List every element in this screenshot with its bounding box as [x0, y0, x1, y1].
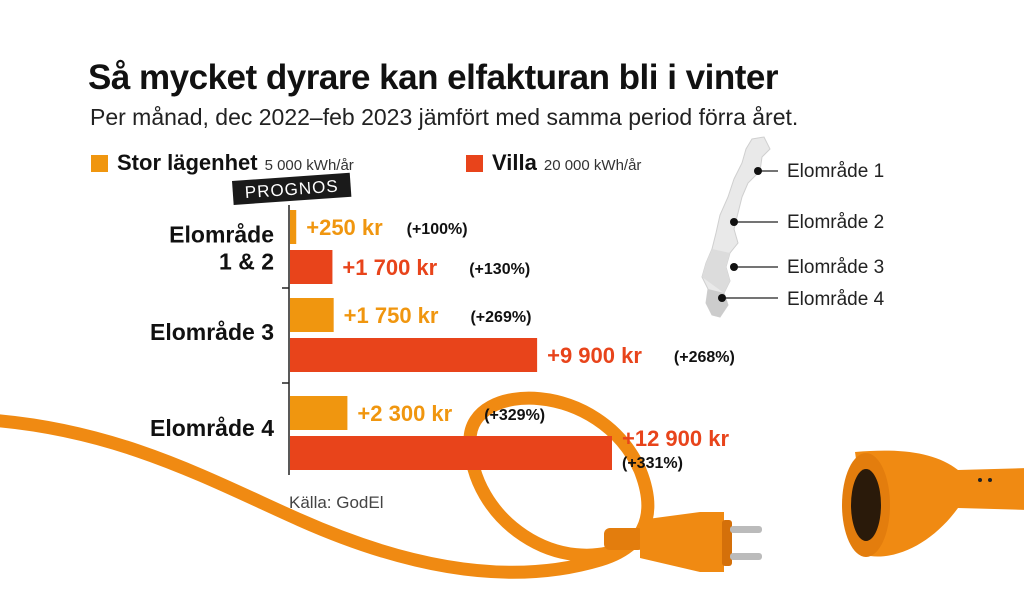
legend-swatch-apartment [91, 154, 108, 172]
prognos-tag-background [232, 172, 352, 205]
bar-villa [290, 436, 612, 470]
category-label: 1 & 2 [219, 249, 274, 275]
data-label: +2 300 kr [357, 401, 452, 426]
category-label: Elområde 3 [150, 319, 274, 345]
legend-note-apartment: 5 000 kWh/år [264, 157, 354, 174]
legend-item-apartment: Stor lägenhet 5 000 kWh/år [91, 150, 354, 176]
data-label: +250 kr [306, 215, 383, 240]
bar-apartment [290, 210, 297, 244]
power-socket-icon [842, 450, 1024, 557]
bar-apartment [290, 396, 348, 430]
data-percentage-label: (+329%) [484, 407, 545, 424]
map-marker-dot [718, 294, 726, 302]
map-label-area-1: Elområde 1 [787, 161, 885, 182]
map-label-area-3: Elområde 3 [787, 257, 885, 278]
legend-item-villa: Villa 20 000 kWh/år [466, 150, 641, 176]
prognos-tag: PROGNOS [232, 172, 352, 205]
data-label: +1 750 kr [344, 303, 439, 328]
data-percentage-label: (+268%) [674, 349, 735, 366]
data-percentage-label: (+269%) [470, 309, 531, 326]
legend-label-villa: Villa [492, 150, 537, 175]
data-label: +1 700 kr [342, 255, 437, 280]
legend-swatch-villa [466, 154, 483, 172]
map-marker-dot [754, 167, 762, 175]
data-percentage-label: (+130%) [469, 261, 530, 278]
data-percentage-label: (+100%) [407, 221, 468, 238]
data-label: +12 900 kr [622, 426, 729, 451]
legend-note-villa: 20 000 kWh/år [543, 157, 642, 174]
data-percentage-label: (+331%) [622, 455, 683, 472]
bar-villa [290, 250, 333, 284]
source-note: Källa: GodEl [289, 493, 384, 512]
map-marker-dot [730, 218, 738, 226]
legend-label-apartment: Stor lägenhet [117, 150, 258, 175]
power-plug-icon [604, 512, 762, 572]
page-title: Så mycket dyrare kan elfakturan bli i vi… [88, 58, 778, 97]
data-label: +9 900 kr [547, 343, 642, 368]
bar-apartment [290, 298, 334, 332]
map-label-area-4: Elområde 4 [787, 289, 885, 310]
category-label: Elområde [169, 222, 274, 248]
bar-villa [290, 338, 538, 372]
category-label: Elområde 4 [150, 415, 274, 441]
map-marker-dot [730, 263, 738, 271]
page-subtitle: Per månad, dec 2022–feb 2023 jämfört med… [90, 104, 799, 130]
map-label-area-2: Elområde 2 [787, 212, 885, 233]
